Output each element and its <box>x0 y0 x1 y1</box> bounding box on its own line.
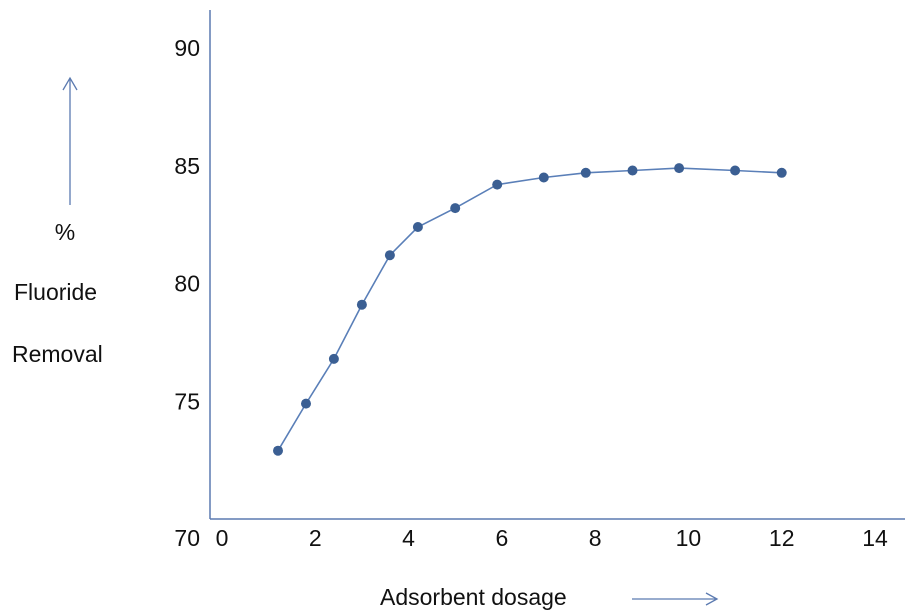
y-tick-label: 70 <box>174 525 200 551</box>
x-tick-label: 12 <box>769 525 795 551</box>
x-tick-label: 4 <box>402 525 415 551</box>
data-point <box>492 179 503 190</box>
y-arrow-head-icon <box>62 76 78 91</box>
data-point <box>273 445 283 456</box>
y-label-line-2: Fluoride <box>14 279 97 305</box>
x-axis-label: Adsorbent dosage <box>380 584 719 610</box>
x-tick-labels: 0 2 4 6 8 10 12 14 <box>216 525 888 551</box>
x-tick-label: 6 <box>495 525 508 551</box>
data-point <box>356 299 367 310</box>
series-line <box>277 167 782 452</box>
x-tick-label: 10 <box>676 525 702 551</box>
x-tick-label: 8 <box>589 525 602 551</box>
data-point <box>674 163 685 174</box>
x-arrow-head-icon <box>705 592 719 606</box>
data-point <box>538 172 549 183</box>
y-tick-label: 75 <box>174 388 200 414</box>
data-point <box>627 165 638 176</box>
x-label: Adsorbent dosage <box>380 584 567 610</box>
x-tick-label: 2 <box>309 525 322 551</box>
y-tick-label: 80 <box>174 271 200 297</box>
y-label-line-3: Removal <box>12 341 103 367</box>
data-point <box>730 165 741 176</box>
data-point <box>450 203 461 214</box>
data-point <box>412 222 423 232</box>
y-axis-label: % Fluoride Removal <box>12 76 103 367</box>
data-point <box>776 167 787 178</box>
x-tick-label: 0 <box>216 525 229 551</box>
y-label-line-1: % <box>55 219 75 245</box>
series-layer <box>273 163 787 456</box>
data-point <box>301 398 311 409</box>
y-tick-labels: 70 75 80 85 90 <box>174 35 200 551</box>
data-point <box>384 250 395 261</box>
y-tick-label: 90 <box>174 35 200 61</box>
data-point <box>328 353 339 364</box>
axes <box>209 10 905 520</box>
data-point <box>580 167 591 178</box>
x-tick-label: 14 <box>862 525 888 551</box>
y-tick-label: 85 <box>174 153 200 179</box>
